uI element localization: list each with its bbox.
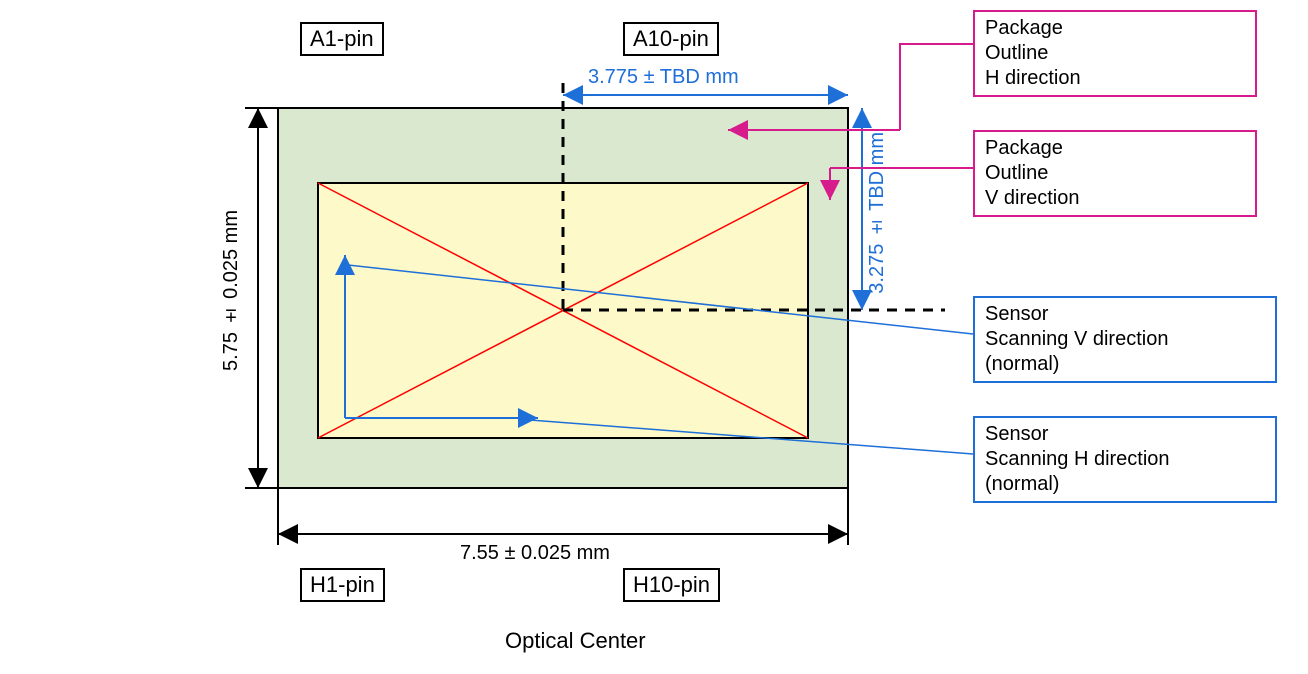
- pin-a1: A1-pin: [300, 22, 384, 56]
- dim-half-height-label: 3.275 ± TBD mm: [866, 132, 889, 294]
- pin-h10: H10-pin: [623, 568, 720, 602]
- diagram-title: Optical Center: [505, 628, 646, 654]
- label-line: Outline: [985, 161, 1245, 186]
- label-line: Package: [985, 136, 1245, 161]
- label-scan-v: Sensor Scanning V direction (normal): [973, 296, 1277, 383]
- label-line: (normal): [985, 472, 1265, 497]
- pin-a10: A10-pin: [623, 22, 719, 56]
- label-line: (normal): [985, 352, 1265, 377]
- label-pkg-h: Package Outline H direction: [973, 10, 1257, 97]
- label-line: Package: [985, 16, 1245, 41]
- label-line: Sensor: [985, 302, 1265, 327]
- label-line: Scanning V direction: [985, 327, 1265, 352]
- label-scan-h: Sensor Scanning H direction (normal): [973, 416, 1277, 503]
- dim-width-label: 7.55 ± 0.025 mm: [460, 542, 610, 565]
- label-line: H direction: [985, 66, 1245, 91]
- leader-pkg-h: [900, 44, 973, 130]
- label-line: Outline: [985, 41, 1245, 66]
- dim-height-label: 5.75 ± 0.025 mm: [220, 210, 243, 371]
- label-line: Scanning H direction: [985, 447, 1265, 472]
- label-line: Sensor: [985, 422, 1265, 447]
- pin-h1: H1-pin: [300, 568, 385, 602]
- label-line: V direction: [985, 186, 1245, 211]
- label-pkg-v: Package Outline V direction: [973, 130, 1257, 217]
- dim-half-width-label: 3.775 ± TBD mm: [588, 66, 739, 89]
